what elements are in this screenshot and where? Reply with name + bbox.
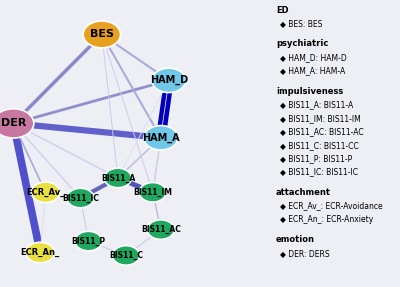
Text: ECR_An_: ECR_An_ (20, 248, 60, 257)
Text: BIS11_C: BIS11_C (109, 251, 143, 260)
Text: BIS11_IC: BIS11_IC (62, 193, 99, 203)
Text: ◆ BIS11_IC: BIS11-IC: ◆ BIS11_IC: BIS11-IC (280, 168, 358, 177)
Text: ED: ED (276, 6, 289, 15)
Text: ECR_Av_: ECR_Av_ (26, 188, 65, 197)
Text: ◆ BIS11_IM: BIS11-IM: ◆ BIS11_IM: BIS11-IM (280, 114, 361, 123)
Circle shape (31, 182, 60, 203)
Text: ◆ BIS11_AC: BIS11-AC: ◆ BIS11_AC: BIS11-AC (280, 127, 364, 136)
Circle shape (67, 188, 94, 208)
Text: ◆ ECR_Av_: ECR-Avoidance: ◆ ECR_Av_: ECR-Avoidance (280, 201, 383, 210)
Circle shape (75, 231, 102, 251)
Circle shape (152, 68, 186, 92)
Text: ◆ ECR_An_: ECR-Anxiety: ◆ ECR_An_: ECR-Anxiety (280, 215, 373, 224)
Text: impulsiveness: impulsiveness (276, 87, 343, 96)
Text: attachment: attachment (276, 188, 331, 197)
Text: ◆ BIS11_C: BIS11-CC: ◆ BIS11_C: BIS11-CC (280, 141, 359, 150)
Circle shape (0, 109, 34, 138)
Text: HAM_D: HAM_D (150, 75, 188, 86)
Text: ◆ HAM_D: HAM-D: ◆ HAM_D: HAM-D (280, 53, 347, 62)
Circle shape (112, 246, 140, 265)
Text: BIS11_A: BIS11_A (101, 173, 135, 183)
Circle shape (144, 126, 178, 150)
Circle shape (147, 220, 174, 239)
Circle shape (139, 183, 166, 202)
Text: DER: DER (1, 119, 26, 128)
Text: BIS11_AC: BIS11_AC (141, 225, 181, 234)
Text: ◆ DER: DERS: ◆ DER: DERS (280, 249, 330, 257)
Text: ◆ BIS11_P: BIS11-P: ◆ BIS11_P: BIS11-P (280, 154, 352, 163)
Text: emotion: emotion (276, 235, 315, 244)
Text: ◆ BES: BES: ◆ BES: BES (280, 19, 322, 28)
Circle shape (26, 242, 54, 263)
Text: psychiatric: psychiatric (276, 40, 328, 49)
Text: BIS11_P: BIS11_P (71, 236, 106, 246)
Text: HAM_A: HAM_A (142, 133, 180, 143)
Text: BES: BES (90, 30, 114, 39)
Circle shape (104, 168, 132, 188)
Text: BIS11_IM: BIS11_IM (133, 188, 172, 197)
Text: ◆ HAM_A: HAM-A: ◆ HAM_A: HAM-A (280, 67, 345, 75)
Circle shape (83, 21, 120, 48)
Text: ◆ BIS11_A: BIS11-A: ◆ BIS11_A: BIS11-A (280, 100, 353, 109)
